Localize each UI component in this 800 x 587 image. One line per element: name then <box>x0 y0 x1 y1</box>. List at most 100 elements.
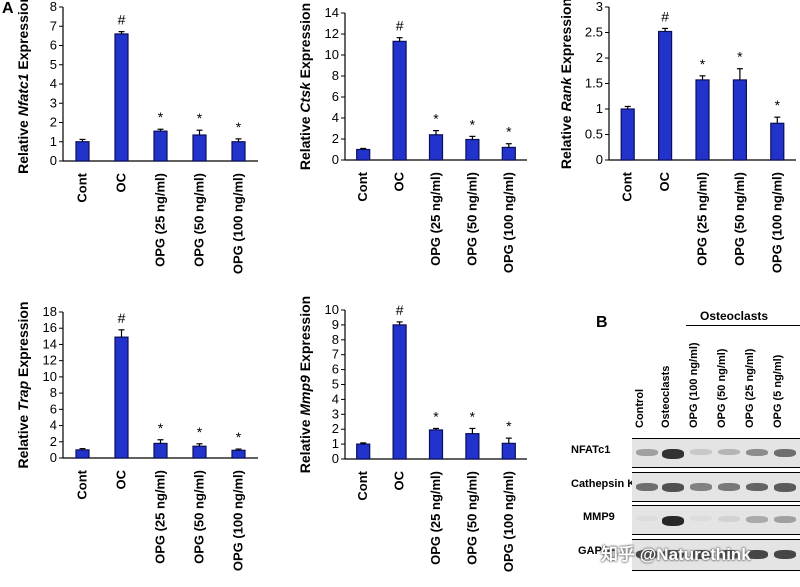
category-label: Cont <box>75 172 90 202</box>
blot-strip-mmp9 <box>632 505 800 535</box>
y-tick-label: 4 <box>50 418 57 433</box>
significance-mark: * <box>737 49 743 65</box>
y-axis-label-suffix: Expression <box>15 301 31 380</box>
significance-mark: # <box>118 12 126 28</box>
category-label: OC <box>114 172 129 192</box>
y-tick-label: 16 <box>43 320 57 335</box>
blot-strip-gapdh <box>632 539 800 571</box>
bar-0 <box>75 141 90 162</box>
bar-4 <box>501 442 516 460</box>
blot-band <box>636 483 658 491</box>
y-tick-label: 0 <box>50 450 57 465</box>
y-tick-label: 2 <box>332 421 339 436</box>
y-tick-label: 2 <box>50 115 57 130</box>
blot-row-label-cathepsin-k: Cathepsin K <box>571 478 636 490</box>
blot-row-label-nfatc1: NFATc1 <box>571 444 611 456</box>
blot-band <box>774 483 796 492</box>
significance-mark: # <box>661 8 669 24</box>
y-tick-label: 7 <box>332 347 339 362</box>
y-tick-label: 10 <box>325 47 339 62</box>
y-tick-label: 2.5 <box>585 25 603 40</box>
y-tick-label: 1 <box>596 101 603 116</box>
blot-band <box>774 516 796 523</box>
y-tick-label: 0 <box>332 152 339 167</box>
category-label: OPG (50 ng/ml) <box>732 172 747 266</box>
lane-label-osteoclasts: Osteoclasts <box>660 365 672 428</box>
y-tick-label: 18 <box>43 304 57 319</box>
y-tick-label: 12 <box>43 353 57 368</box>
y-axis-label-suffix: Expression <box>297 3 313 82</box>
category-label: OC <box>392 171 407 191</box>
category-label: OC <box>657 171 672 191</box>
y-tick-label: 7 <box>50 18 57 33</box>
significance-mark: * <box>158 109 164 125</box>
bar-1 <box>657 30 673 161</box>
category-label: OPG (50 ng/ml) <box>192 470 207 564</box>
lane-label-opg-5: OPG (5 ng/ml) <box>772 354 784 428</box>
category-label: Cont <box>75 469 90 499</box>
category-label: Cont <box>355 171 370 201</box>
bar-4 <box>231 449 246 459</box>
bar-2 <box>428 429 444 460</box>
y-tick-label: 14 <box>43 336 57 351</box>
blot-band <box>774 550 796 559</box>
category-label: OPG (25 ng/ml) <box>153 470 168 564</box>
blot-band <box>636 550 658 559</box>
significance-mark: * <box>700 56 706 72</box>
y-axis-label-prefix: Relative <box>558 112 574 170</box>
blot-band <box>718 516 740 522</box>
significance-mark: * <box>433 111 439 127</box>
y-tick-label: 9 <box>332 317 339 332</box>
category-label: Cont <box>355 470 370 500</box>
y-axis-label-prefix: Relative <box>297 113 313 171</box>
blot-band <box>662 550 684 559</box>
bar-2 <box>153 442 168 459</box>
bar-3 <box>192 445 207 459</box>
y-tick-label: 8 <box>50 385 57 400</box>
y-axis-label-gene: Mmp9 <box>297 375 313 416</box>
bar-2 <box>428 134 444 161</box>
y-tick-label: 1 <box>332 436 339 451</box>
y-axis-label-prefix: Relative <box>15 116 31 174</box>
panel-a-label: A <box>2 0 14 17</box>
blot-band <box>718 483 740 491</box>
significance-mark: * <box>506 418 512 434</box>
y-tick-label: 3 <box>332 406 339 421</box>
y-axis-label: Relative Ctsk Expression <box>297 3 313 170</box>
bar-0 <box>75 449 90 459</box>
y-axis-label-prefix: Relative <box>15 411 31 469</box>
significance-mark: # <box>396 18 404 34</box>
category-label: OPG (25 ng/ml) <box>153 173 168 267</box>
y-tick-label: 6 <box>332 89 339 104</box>
blot-band <box>718 449 740 456</box>
y-tick-label: 2 <box>596 50 603 65</box>
y-tick-label: 4 <box>332 391 339 406</box>
category-label: OPG (50 ng/ml) <box>464 471 479 565</box>
y-tick-label: 4 <box>332 110 339 125</box>
blot-band <box>636 516 658 522</box>
y-tick-label: 6 <box>332 362 339 377</box>
y-tick-label: 12 <box>325 26 339 41</box>
y-tick-label: 1 <box>50 134 57 149</box>
category-label: OPG (25 ng/ml) <box>428 471 443 565</box>
blot-row-label-mmp9: MMP9 <box>583 511 615 523</box>
y-tick-label: 10 <box>43 369 57 384</box>
bar-4 <box>770 122 785 161</box>
y-tick-label: 4 <box>50 76 57 91</box>
y-tick-label: 2 <box>332 131 339 146</box>
blot-band <box>746 483 768 492</box>
bar-0 <box>356 443 371 460</box>
bar-3 <box>465 138 480 161</box>
category-label: OPG (100 ng/ml) <box>501 471 516 572</box>
bar-1 <box>114 33 129 162</box>
y-axis-label-suffix: Expression <box>297 296 313 375</box>
y-axis-label-suffix: Expression <box>558 0 574 77</box>
bar-3 <box>465 433 480 460</box>
blot-band <box>662 516 684 526</box>
significance-mark: * <box>236 119 242 135</box>
y-tick-label: 10 <box>325 302 339 317</box>
blot-strip-nfatc1 <box>632 438 800 468</box>
y-tick-label: 6 <box>50 38 57 53</box>
y-axis-label-gene: Trap <box>15 380 31 411</box>
